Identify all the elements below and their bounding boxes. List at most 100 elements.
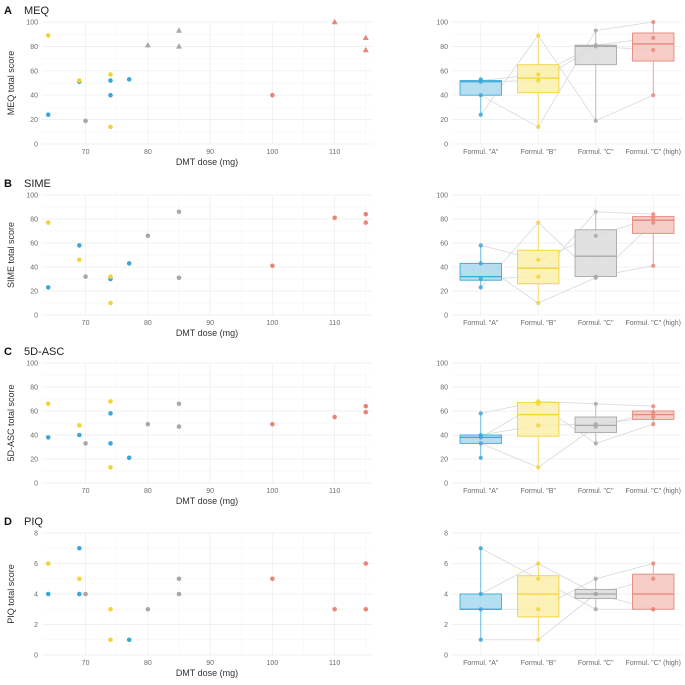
scatter-xtick-label: 90 <box>206 320 214 327</box>
box-ytick-label: 4 <box>444 592 448 599</box>
box-point <box>478 276 483 282</box>
box-ytick-label: 40 <box>440 433 448 440</box>
box-pair-line <box>480 94 539 128</box>
box-point <box>651 607 656 612</box>
box-point <box>536 78 541 83</box>
box-xtick-label: Formul. "A" <box>463 149 499 156</box>
box-pair-line <box>538 593 596 641</box>
box-ytick-label: 100 <box>436 193 448 200</box>
scatter-point <box>108 300 113 306</box>
panel-a: A MEQ 0 20 40 60 80 100 70 80 90 100 110 DMT dose (mg… <box>4 5 682 167</box>
box-xtick-label: Formul. "B" <box>521 488 557 495</box>
scatter-xtick-label: 80 <box>144 149 152 156</box>
scatter-ytick-label: 60 <box>30 409 38 416</box>
box-point <box>478 243 483 248</box>
scatter-point <box>108 78 113 83</box>
scatter-point <box>176 576 182 582</box>
scatter-point <box>126 77 132 82</box>
panel-title: MEQ <box>24 5 50 17</box>
box-point <box>651 215 656 220</box>
scatter-point <box>77 243 82 248</box>
scatter-point <box>77 545 82 551</box>
scatter-point <box>363 211 369 217</box>
scatter-point <box>77 78 82 83</box>
box-point <box>536 399 541 404</box>
box-pair-line <box>538 277 596 304</box>
box-pair-line <box>595 563 654 580</box>
scatter-xtick-label: 110 <box>329 488 340 495</box>
scatter-ytick-label: 20 <box>30 117 38 124</box>
scatter-point-triangle <box>362 34 369 41</box>
scatter-point <box>108 411 113 416</box>
box-xtick-label: Formul. "C" <box>578 149 614 156</box>
scatter-point <box>363 403 369 409</box>
box-ytick-label: 100 <box>436 361 448 368</box>
box-ytick-label: 60 <box>440 241 448 248</box>
box-ytick-label: 8 <box>444 531 448 538</box>
panel-label: D <box>4 516 12 528</box>
scatter-xtick-label: 70 <box>82 149 90 156</box>
box-iqr <box>459 593 502 610</box>
box-point <box>536 300 541 306</box>
scatter-point-triangle <box>175 27 182 33</box>
scatter-x-axis-label: DMT dose (mg) <box>176 496 238 506</box>
scatter-ytick-label: 80 <box>30 385 38 392</box>
box-xtick-label: Formul. "C" <box>578 660 614 667</box>
scatter-point <box>108 637 113 643</box>
scatter-ytick-label: 40 <box>30 93 38 100</box>
box-point <box>593 422 598 427</box>
scatter-point <box>108 124 113 130</box>
scatter-point <box>77 432 82 438</box>
scatter-x-axis-label: DMT dose (mg) <box>176 328 238 338</box>
scatter-xtick-label: 70 <box>82 320 90 327</box>
scatter-point <box>176 275 182 281</box>
box-point <box>651 212 656 217</box>
box-point <box>651 404 656 409</box>
box-pair-line <box>595 211 654 215</box>
scatter-ytick-label: 80 <box>30 217 38 224</box>
scatter-ytick-label: 0 <box>34 653 38 660</box>
box-ytick-label: 100 <box>436 20 448 27</box>
box-point <box>478 77 483 82</box>
scatter-point <box>270 576 275 582</box>
scatter-point <box>363 561 369 566</box>
scatter-xtick-label: 110 <box>329 320 340 327</box>
box-ytick-label: 80 <box>440 217 448 224</box>
scatter-point <box>77 591 82 597</box>
box-ytick-label: 40 <box>440 265 448 272</box>
panel-label: C <box>4 346 12 358</box>
box-point <box>478 546 483 551</box>
scatter-point <box>45 220 51 225</box>
box-xtick-label: Formul. "B" <box>521 149 557 156</box>
scatter-y-axis-label: MEQ total score <box>6 51 16 116</box>
scatter-point <box>45 561 51 566</box>
scatter-ytick-label: 2 <box>34 622 38 629</box>
panel-label: B <box>4 178 12 190</box>
box-point <box>593 118 598 123</box>
scatter-xtick-label: 100 <box>267 149 279 156</box>
box-pair-line <box>538 563 596 595</box>
scatter-xtick-label: 70 <box>82 488 90 495</box>
box-ytick-label: 20 <box>440 457 448 464</box>
scatter-point <box>45 285 51 290</box>
scatter-point-triangle <box>331 18 338 25</box>
box-point <box>536 72 541 77</box>
scatter-ytick-label: 80 <box>30 44 38 51</box>
scatter-point <box>83 118 88 124</box>
box-xtick-label: Formul. "C" <box>578 320 614 327</box>
scatter-point <box>145 421 151 427</box>
box-point <box>536 576 541 581</box>
scatter-xtick-label: 110 <box>329 149 340 156</box>
box-point <box>651 220 656 225</box>
scatter-point <box>108 274 113 279</box>
scatter-point <box>332 606 337 612</box>
box-point <box>651 410 656 415</box>
box-point <box>593 576 598 581</box>
scatter-xtick-label: 70 <box>82 660 90 667</box>
box-point <box>593 401 598 406</box>
box-point <box>478 285 483 290</box>
scatter-point <box>176 591 182 597</box>
scatter-xtick-label: 90 <box>206 149 214 156</box>
scatter-y-axis-label: SIME total score <box>6 222 16 288</box>
